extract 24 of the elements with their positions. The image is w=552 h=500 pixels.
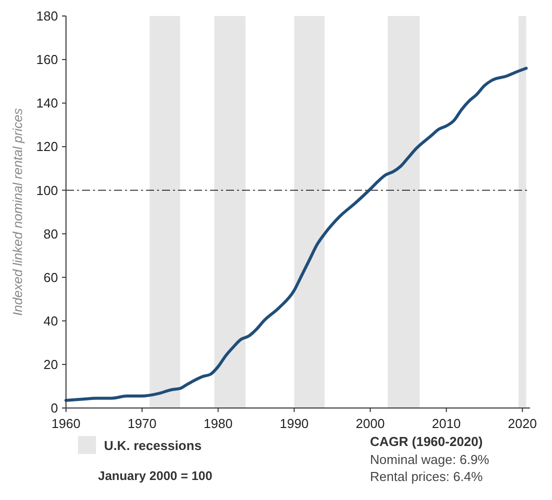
x-tick-label: 2020 (508, 416, 537, 431)
y-axis-title: Indexed linked nominal rental prices (10, 108, 25, 316)
x-tick-label: 1970 (128, 416, 157, 431)
x-tick-label: 1980 (204, 416, 233, 431)
text: CAGR (1960-2020) (370, 434, 483, 449)
y-tick-label: 80 (44, 226, 58, 242)
x-tick-label: 1990 (280, 416, 309, 431)
x-tick-label: 2000 (356, 416, 385, 431)
y-tick-label: 140 (36, 96, 58, 111)
text: Rental prices: 6.4% (370, 469, 484, 484)
x-tick-label: 1960 (52, 416, 80, 431)
y-tick-label: 0 (50, 400, 58, 416)
text: January 2000 = 100 (98, 469, 212, 483)
legend-label: U.K. recessions (104, 438, 202, 453)
y-tick-label: 160 (36, 52, 58, 68)
y-tick-label: 100 (36, 182, 58, 198)
y-tick-label: 20 (44, 356, 58, 372)
y-tick-label: 60 (44, 270, 58, 285)
x-tick-label: 2010 (432, 416, 461, 431)
y-tick-label: 120 (36, 139, 58, 154)
line-series (64, 66, 528, 402)
y-tick-label: 40 (44, 313, 58, 328)
y-tick-label: 180 (36, 8, 58, 24)
text: Nominal wage: 6.9% (370, 452, 490, 467)
